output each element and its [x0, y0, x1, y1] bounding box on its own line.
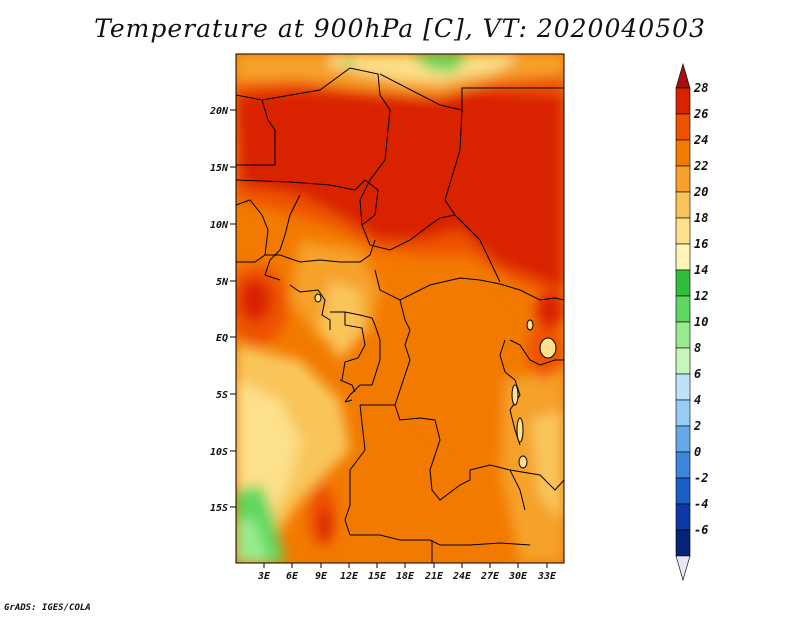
- lon-label: 24E: [452, 571, 472, 582]
- lat-label: 10S: [210, 447, 228, 458]
- colorbar-cell: [675, 503, 691, 531]
- colorbar-label: 4: [694, 393, 701, 407]
- colorbar-cell: [675, 425, 691, 453]
- colorbar-label: -6: [694, 523, 708, 537]
- colorbar-label: 14: [694, 263, 708, 277]
- colorbar-cell: [675, 165, 691, 193]
- colorbar-label: 16: [694, 237, 708, 251]
- lon-label: 15E: [368, 571, 387, 582]
- lat-label: 5S: [216, 390, 228, 401]
- colorbar-cell: [675, 217, 691, 245]
- lon-label: 12E: [340, 571, 359, 582]
- colorbar-cell: [675, 269, 691, 297]
- lat-label: 10N: [210, 220, 229, 231]
- lon-label: 21E: [424, 571, 444, 582]
- colorbar-label: -4: [694, 497, 708, 511]
- colorbar-label: 0: [694, 445, 701, 459]
- colorbar-cell: [675, 477, 691, 505]
- colorbar-cap-top: [675, 62, 691, 89]
- colorbar-label: 8: [694, 341, 701, 355]
- colorbar-label: 24: [693, 133, 708, 147]
- colorbar-cell: [675, 399, 691, 427]
- lon-label: 3E: [257, 571, 271, 582]
- colorbar-label: 6: [694, 367, 701, 381]
- lon-label: 6E: [286, 571, 299, 582]
- latitude-axis: 20N 15N 10N 5N EQ 5S 10S 15S: [209, 106, 236, 514]
- colorbar-cell: [675, 113, 691, 141]
- map-title: Temperature at 900hPa [C], VT: 202004050…: [94, 14, 706, 43]
- colorbar-label: 18: [694, 211, 708, 225]
- colorbar-label: 20: [693, 185, 708, 199]
- lat-label: 5N: [216, 277, 229, 288]
- lon-label: 30E: [508, 571, 528, 582]
- colorbar-cell: [675, 295, 691, 323]
- lat-label: 15N: [210, 163, 229, 174]
- lon-label: 33E: [537, 571, 557, 582]
- colorbar-cell: [675, 373, 691, 401]
- colorbar-cell: [675, 451, 691, 479]
- colorbar-label: 2: [693, 419, 701, 433]
- map-frame: [235, 53, 565, 564]
- lakes: [314, 293, 557, 469]
- country-borders: [236, 67, 564, 563]
- lon-label: 27E: [480, 571, 500, 582]
- colorbar: 28 26 24 22 20 18 16 14 12 10 8 6 4 2 0 …: [675, 62, 708, 582]
- colorbar-cell: [675, 87, 691, 115]
- colorbar-label: 26: [693, 107, 708, 121]
- colorbar-cell: [675, 529, 691, 557]
- lat-label: 20N: [209, 106, 229, 117]
- colorbar-cell: [675, 347, 691, 375]
- colorbar-label: 12: [694, 289, 708, 303]
- colorbar-cell: [675, 191, 691, 219]
- colorbar-cell: [675, 321, 691, 349]
- colorbar-label: -2: [694, 471, 708, 485]
- lat-label: 15S: [210, 503, 228, 514]
- lon-label: 18E: [396, 571, 415, 582]
- grads-credit: GrADS: IGES/COLA: [4, 603, 91, 613]
- colorbar-cell: [675, 243, 691, 271]
- temperature-field: [236, 54, 564, 563]
- lon-label: 9E: [315, 571, 328, 582]
- longitude-axis: 3E 6E 9E 12E 15E 18E 21E 24E 27E 30E 33E: [257, 563, 557, 582]
- colorbar-cell: [675, 139, 691, 167]
- lat-label: EQ: [216, 333, 228, 344]
- colorbar-label: 28: [693, 81, 708, 95]
- colorbar-label: 10: [694, 315, 708, 329]
- colorbar-cap-bottom: [675, 555, 691, 582]
- colorbar-label: 22: [693, 159, 708, 173]
